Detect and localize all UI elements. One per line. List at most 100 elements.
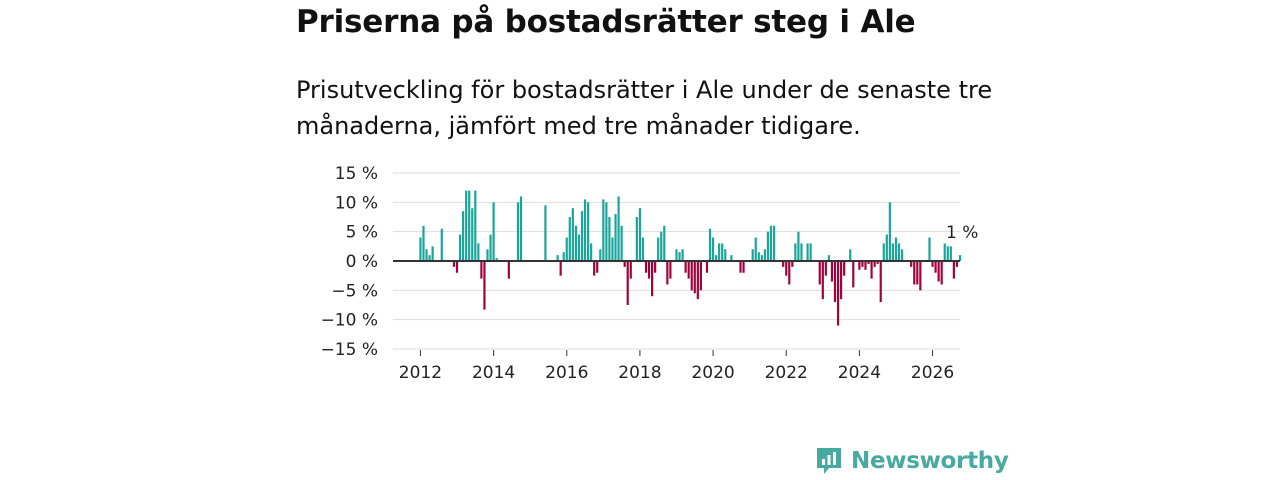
bar <box>422 225 425 261</box>
bar <box>919 261 922 291</box>
bar <box>809 243 812 261</box>
bar <box>623 261 626 267</box>
y-tick-label: 5 % <box>346 223 378 243</box>
bar <box>605 202 608 261</box>
bar <box>943 243 946 261</box>
bar <box>629 261 632 279</box>
x-tick-label: 2012 <box>399 363 442 383</box>
bar <box>666 261 669 285</box>
bar <box>879 261 882 303</box>
bar <box>711 237 715 261</box>
bar <box>608 217 611 261</box>
bar <box>730 255 733 261</box>
y-tick-label: −5 % <box>331 281 378 301</box>
bar <box>739 261 742 273</box>
bar <box>419 237 422 261</box>
bar <box>794 243 797 261</box>
bar <box>489 234 492 261</box>
bar <box>681 249 684 261</box>
bar <box>797 231 800 261</box>
bar <box>830 261 834 282</box>
bar <box>757 252 760 261</box>
bar <box>818 261 821 285</box>
bar <box>559 261 562 276</box>
bar <box>455 261 459 273</box>
bar <box>471 208 474 261</box>
bar <box>687 261 690 279</box>
bar <box>751 249 754 261</box>
bar <box>519 196 523 261</box>
bar <box>897 243 901 261</box>
y-tick-label: −15 % <box>321 340 378 360</box>
chart-subtitle: Prisutveckling för bostadsrätter i Ale u… <box>296 76 993 140</box>
x-tick-label: 2018 <box>618 363 661 383</box>
bar <box>440 228 443 261</box>
bar <box>675 249 678 261</box>
bar <box>910 261 913 267</box>
bar <box>477 243 480 261</box>
bar <box>931 261 934 267</box>
bar <box>614 214 617 261</box>
gridlines <box>393 172 960 350</box>
bar <box>800 243 803 261</box>
bar <box>462 211 465 261</box>
bar <box>785 261 788 276</box>
bar <box>641 237 645 261</box>
bar <box>571 208 574 261</box>
bar <box>568 217 571 261</box>
bar <box>583 199 587 261</box>
bar <box>678 252 681 261</box>
bar <box>858 261 861 270</box>
bar <box>769 225 773 261</box>
bar <box>693 261 696 294</box>
bar <box>836 261 840 326</box>
bar <box>894 237 898 261</box>
bar <box>699 261 702 291</box>
axes: 15 % 10 % 5 % 0 % −5 % −10 % −15 % 2012 2014 2016… <box>321 164 960 383</box>
bar <box>940 261 943 285</box>
bar <box>651 261 654 297</box>
bar <box>952 261 955 279</box>
x-tick-label: 2014 <box>472 363 515 383</box>
bar <box>955 261 959 267</box>
bar <box>754 237 757 261</box>
y-tick-label: 15 % <box>335 164 378 184</box>
bar <box>824 261 827 276</box>
bar <box>873 261 876 267</box>
bar <box>852 261 855 288</box>
bar <box>544 205 547 261</box>
bar <box>913 261 916 285</box>
bar <box>782 261 785 267</box>
bar <box>663 225 666 261</box>
bar <box>937 261 940 282</box>
bar <box>425 249 428 261</box>
bar <box>946 246 949 261</box>
bar <box>657 237 660 261</box>
x-tick-label: 2022 <box>765 363 808 383</box>
bar <box>876 261 879 264</box>
y-tick-label: 0 % <box>346 252 378 272</box>
bar <box>840 261 843 300</box>
bar <box>821 261 824 300</box>
bar <box>516 202 520 261</box>
bar <box>885 234 888 261</box>
bar <box>843 261 846 276</box>
bar <box>684 261 687 273</box>
bar <box>647 261 651 279</box>
bar <box>580 211 584 261</box>
bar <box>620 225 623 261</box>
chart-title: Priserna på bostadsrätter steg i Ale <box>296 4 916 40</box>
bar <box>626 261 629 305</box>
bar <box>660 231 663 261</box>
latest-value-annotation: 1 % <box>946 223 978 243</box>
bar <box>806 243 809 261</box>
bar <box>827 255 830 261</box>
bar <box>705 261 709 273</box>
bar <box>870 261 873 279</box>
bar <box>431 246 434 261</box>
bar <box>934 261 937 273</box>
bar <box>721 243 724 261</box>
brand-logo: Newsworthy <box>815 446 1009 476</box>
bar <box>465 190 468 261</box>
